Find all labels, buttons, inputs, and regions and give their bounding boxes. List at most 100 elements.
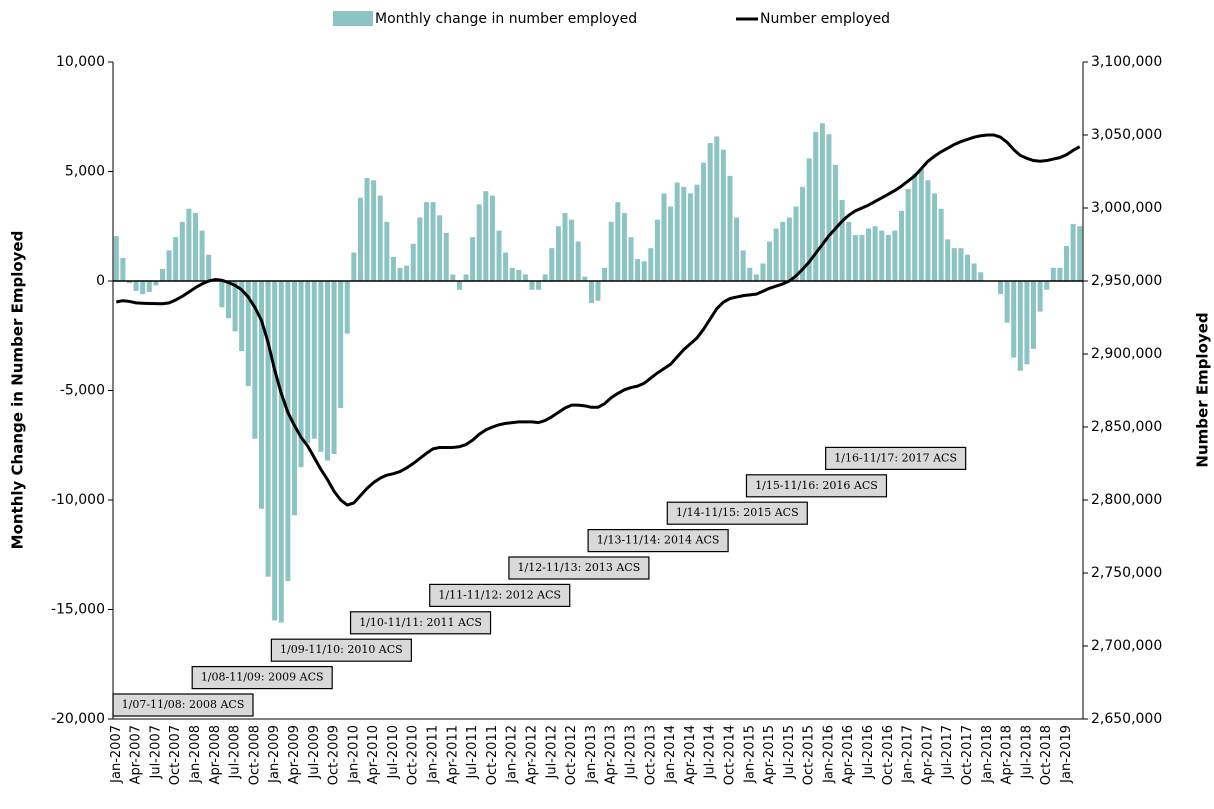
annotation-box	[270, 638, 412, 662]
x-tick-label: Jul-2008	[228, 725, 243, 779]
y2-tick-label: 3,100,000	[1091, 54, 1162, 70]
bar	[516, 270, 522, 281]
bar	[496, 230, 502, 281]
bar	[562, 213, 568, 281]
x-tick-label: Oct-2008	[247, 725, 262, 785]
bar	[866, 228, 872, 281]
annotation-box	[745, 474, 888, 498]
bar	[938, 208, 944, 281]
x-tick-label: Apr-2010	[366, 725, 381, 784]
bar	[404, 265, 410, 281]
bar	[140, 281, 146, 295]
bar	[1017, 281, 1023, 371]
annotation-box	[666, 501, 808, 525]
y2-tick-label: 2,750,000	[1091, 565, 1162, 581]
bar	[575, 241, 581, 281]
bar	[377, 195, 383, 281]
bar	[239, 281, 245, 352]
bar	[219, 281, 225, 308]
bar	[252, 281, 258, 439]
bar	[272, 281, 278, 621]
bar	[839, 199, 845, 281]
bar	[635, 259, 641, 281]
bar	[958, 248, 964, 281]
legend-label: Monthly change in number employed	[375, 11, 637, 27]
y2-tick-label: 2,800,000	[1091, 492, 1162, 508]
bar	[1024, 281, 1030, 365]
annotation: 1/11-11/12: 2012 ACS	[438, 588, 561, 601]
bar	[146, 281, 152, 292]
annotation-box	[429, 583, 571, 608]
bar	[826, 134, 832, 281]
x-tick-label: Oct-2012	[564, 725, 579, 785]
bar	[529, 281, 535, 290]
x-tick-label: Apr-2009	[287, 725, 302, 784]
bar	[186, 208, 192, 281]
bar	[153, 281, 159, 286]
x-tick-label: Jan-2015	[742, 725, 757, 784]
x-tick-label: Apr-2007	[129, 725, 144, 784]
bar	[364, 178, 370, 281]
bar	[912, 173, 918, 281]
bar	[905, 189, 911, 281]
x-tick-label: Jan-2010	[346, 725, 361, 784]
bar	[720, 149, 726, 281]
bar	[437, 215, 443, 281]
bar	[245, 281, 251, 387]
bar	[687, 193, 693, 281]
bar	[463, 274, 469, 281]
bar	[159, 268, 165, 281]
bar	[430, 202, 436, 281]
bar	[166, 250, 172, 281]
x-tick-label: Jan-2017	[901, 725, 916, 784]
x-tick-label: Oct-2009	[327, 725, 342, 785]
bar	[714, 136, 720, 281]
bar	[707, 143, 713, 281]
bar	[879, 230, 885, 281]
x-tick-label: Jul-2012	[544, 725, 559, 779]
bar	[925, 180, 931, 281]
bar	[734, 217, 740, 281]
bar	[753, 274, 759, 281]
bar	[225, 281, 231, 319]
bar	[549, 248, 555, 281]
annotation: 1/09-11/10: 2010 ACS	[280, 643, 403, 656]
bar	[1044, 281, 1050, 290]
x-tick-label: Oct-2010	[406, 725, 421, 785]
bar	[588, 281, 594, 303]
annotation: 1/10-11/11: 2011 ACS	[359, 616, 482, 629]
x-tick-label: Jan-2019	[1059, 725, 1074, 784]
bar	[522, 274, 528, 281]
bar	[450, 274, 456, 281]
x-tick-label: Jul-2007	[148, 725, 163, 779]
x-tick-label: Apr-2014	[683, 725, 698, 784]
y-tick-label: -5,000	[60, 383, 105, 399]
annotation-box	[349, 611, 492, 635]
annotation-box	[191, 665, 333, 690]
annotation: 1/14-11/15: 2015 ACS	[676, 506, 799, 519]
y-tick-label: 10,000	[56, 54, 105, 70]
y2-tick-label: 2,700,000	[1091, 638, 1162, 654]
y-tick-label: 5,000	[65, 164, 105, 180]
bar	[285, 281, 291, 582]
bar	[1004, 281, 1010, 323]
bar	[1063, 245, 1070, 281]
x-tick-label: Oct-2007	[168, 725, 183, 785]
bar	[311, 281, 317, 439]
x-tick-label: Apr-2012	[525, 725, 540, 784]
x-tick-label: Oct-2014	[722, 725, 737, 785]
y-tick-label: -20,000	[51, 711, 105, 727]
y2-tick-label: 2,900,000	[1091, 346, 1162, 362]
annotation-box	[508, 556, 650, 580]
bar	[701, 162, 707, 281]
x-tick-label: Oct-2016	[881, 725, 896, 785]
annotation: 1/16-11/17: 2017 ACS	[834, 451, 957, 464]
y2-tick-label: 2,850,000	[1091, 419, 1162, 435]
x-tick-label: Apr-2013	[604, 725, 619, 784]
x-tick-label: Jan-2012	[505, 725, 520, 784]
bar	[833, 164, 839, 281]
bar	[859, 235, 865, 281]
y-tick-label: -10,000	[51, 492, 105, 508]
bar	[305, 281, 311, 444]
bar	[278, 281, 284, 623]
